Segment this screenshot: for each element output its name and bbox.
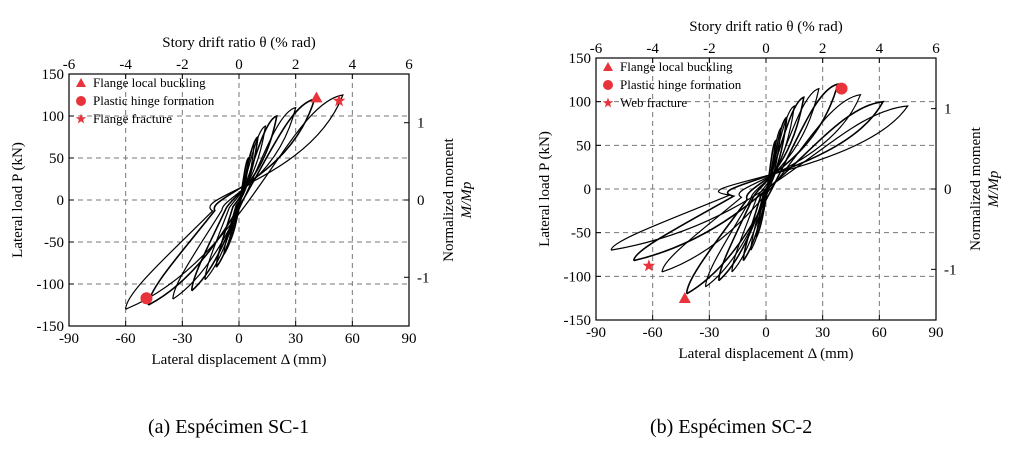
- hysteresis-loop-6: [685, 83, 839, 295]
- caption-a: (a) Espécimen SC-1: [148, 416, 310, 438]
- right-axis-title-line2: M/Mp: [986, 170, 1002, 208]
- y-tick-label: 100: [42, 109, 65, 125]
- marker-triangle: [603, 62, 613, 71]
- x-tick-label: -90: [586, 325, 606, 341]
- x-axis-title: Lateral displacement Δ (mm): [152, 352, 327, 368]
- right-axis-title-line2: M/Mp: [459, 181, 475, 219]
- top-tick-label: -2: [176, 57, 189, 73]
- marker-circle: [76, 96, 86, 106]
- top-tick-label: 0: [235, 57, 243, 73]
- legend-label: Flange fracture: [93, 111, 172, 126]
- x-tick-label: -90: [59, 331, 79, 347]
- y-tick-label: -100: [37, 277, 65, 293]
- y-tick-label: 150: [569, 51, 592, 67]
- x-tick-label: -60: [116, 331, 136, 347]
- right-tick-label: 0: [944, 182, 952, 198]
- y-tick-label: -50: [571, 226, 591, 242]
- top-tick-label: 6: [405, 57, 413, 73]
- y-axis-title: Lateral load P (kN): [537, 131, 553, 247]
- x-tick-label: 60: [872, 325, 887, 341]
- legend-label: Flange local buckling: [620, 59, 733, 74]
- x-tick-label: -30: [172, 331, 192, 347]
- y-tick-label: 150: [42, 67, 65, 83]
- marker-triangle: [76, 78, 86, 87]
- marker-star: [75, 113, 87, 124]
- hysteresis-loop-4: [190, 114, 278, 292]
- caption-b: (b) Espécimen SC-2: [650, 416, 813, 438]
- hysteresis-loop-9: [610, 105, 909, 251]
- x-tick-label: 60: [345, 331, 360, 347]
- right-axis-title-line1: Normalized moment: [968, 126, 984, 251]
- hysteresis-loop-8: [632, 100, 885, 262]
- hysteresis-loop-5: [704, 87, 820, 288]
- legend-label: Plastic hinge formation: [620, 77, 742, 92]
- right-tick-label: 0: [417, 193, 425, 209]
- x-tick-label: -60: [643, 325, 663, 341]
- y-tick-label: -100: [564, 269, 592, 285]
- y-tick-label: 0: [57, 193, 65, 209]
- top-tick-label: 4: [349, 57, 357, 73]
- top-axis-title: Story drift ratio θ (% rad): [162, 35, 315, 51]
- marker-star: [602, 97, 614, 108]
- marker-star: [332, 94, 346, 107]
- marker-star: [642, 259, 656, 272]
- x-tick-label: 0: [235, 331, 243, 347]
- marker-circle: [140, 292, 153, 305]
- marker-circle: [835, 82, 848, 95]
- y-tick-label: -50: [44, 235, 64, 251]
- right-tick-label: -1: [944, 262, 957, 278]
- hysteresis-loops: [125, 94, 344, 310]
- x-tick-label: -30: [699, 325, 719, 341]
- top-tick-label: 6: [932, 41, 940, 57]
- y-tick-label: -150: [37, 319, 65, 335]
- x-tick-label: 90: [929, 325, 944, 341]
- top-tick-label: -4: [119, 57, 132, 73]
- y-tick-label: 0: [584, 182, 592, 198]
- hysteresis-loop-6: [147, 98, 316, 306]
- x-axis-title: Lateral displacement Δ (mm): [679, 346, 854, 362]
- top-tick-label: -6: [63, 57, 76, 73]
- top-tick-label: 2: [819, 41, 827, 57]
- y-tick-label: 100: [569, 95, 592, 111]
- hysteresis-loop-7: [661, 93, 862, 273]
- top-axis-title: Story drift ratio θ (% rad): [689, 19, 842, 35]
- top-tick-label: -2: [703, 41, 716, 57]
- right-tick-label: 1: [417, 116, 425, 132]
- x-tick-label: 30: [288, 331, 303, 347]
- top-tick-label: 0: [762, 41, 770, 57]
- x-tick-label: 0: [762, 325, 770, 341]
- x-tick-label: 90: [402, 331, 417, 347]
- hysteresis-loop-4: [717, 96, 805, 282]
- legend-label: Web fracture: [620, 95, 687, 110]
- right-tick-label: -1: [417, 270, 430, 286]
- x-tick-label: 30: [815, 325, 830, 341]
- top-tick-label: -4: [646, 41, 659, 57]
- top-tick-label: -6: [590, 41, 603, 57]
- marker-triangle: [678, 292, 691, 303]
- y-tick-label: -150: [564, 313, 592, 329]
- marker-circle: [603, 80, 613, 90]
- hysteresis-loop-7: [125, 94, 344, 310]
- hysteresis-loops: [610, 83, 909, 295]
- top-tick-label: 2: [292, 57, 300, 73]
- right-axis-title-line1: Normalized moment: [441, 137, 457, 262]
- y-tick-label: 50: [576, 138, 591, 154]
- y-axis-title: Lateral load P (kN): [10, 142, 26, 258]
- legend-label: Plastic hinge formation: [93, 93, 215, 108]
- legend: Flange local buckling Plastic hinge forma…: [75, 75, 215, 126]
- top-tick-label: 4: [876, 41, 884, 57]
- marker-triangle: [310, 91, 323, 103]
- y-tick-label: 50: [49, 151, 64, 167]
- hysteresis-loop-5: [172, 106, 297, 300]
- legend: Flange local buckling Plastic hinge forma…: [602, 59, 742, 110]
- legend-label: Flange local buckling: [93, 75, 206, 90]
- right-tick-label: 1: [944, 102, 952, 118]
